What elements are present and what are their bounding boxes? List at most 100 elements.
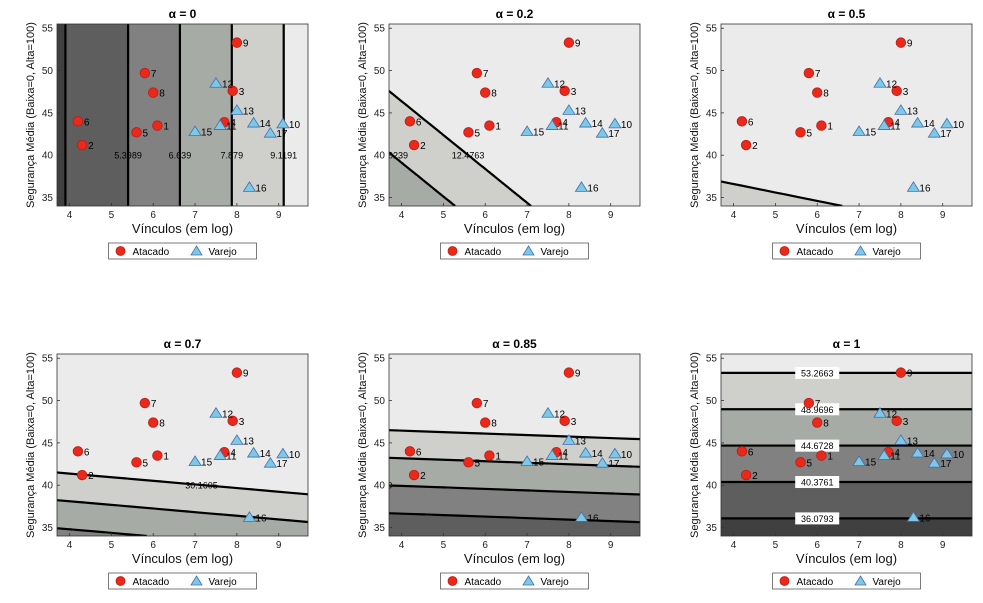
point-label: 10 [621,120,633,131]
point-atacado-6 [72,446,84,457]
point-varejo-11 [213,119,227,130]
plot-area: 28.970231.748134.525937.303840.081712345… [389,354,640,536]
point-label: 6 [416,447,422,458]
plot-area: 15.155916.986418.81412345678910111213141… [721,24,972,206]
y-tick-label: 40 [374,151,386,162]
contour-label: 9.1191 [270,151,297,161]
point-varejo-12 [873,77,887,88]
chart-title: α = 0.85 [492,337,537,351]
x-tick-label: 6 [482,540,488,551]
legend-atacado-marker [779,246,790,256]
point-atacado-9 [563,367,575,378]
point-atacado-6 [736,446,748,457]
point-label: 14 [260,119,272,130]
point-label: 15 [201,458,213,469]
point-varejo-16 [574,511,589,522]
x-tick-label: 4 [399,540,405,551]
point-atacado-1 [816,120,827,131]
point-varejo-16 [906,511,921,522]
point-label: 4 [894,448,900,459]
x-tick-label: 9 [608,540,614,551]
x-tick-label: 6 [150,540,156,551]
point-varejo-15 [520,125,534,136]
point-label: 5 [142,458,148,469]
chart-title: α = 1 [833,337,861,351]
chart-panel-5: 28.970231.748134.525937.303840.081712345… [357,337,641,590]
y-tick-label: 45 [706,438,718,449]
legend-atacado-label: Atacado [797,247,834,258]
point-label: 6 [748,447,754,458]
point-atacado-1 [484,450,495,461]
plot-area: 20.9523.2525.554127.87330.16051234567891… [57,354,308,536]
point-label: 15 [533,458,545,469]
legend-varejo-label: Varejo [209,577,238,588]
y-axis-label: Segurança Média (Baixa=0, Alta=100) [357,22,369,208]
point-label: 5 [806,128,812,139]
point-label: 4 [562,118,568,129]
contour-label: 44.6728 [801,441,834,451]
chart-panel-2: 6.66698.11929.571611.023912.476312345678… [357,7,641,260]
chart-title: α = 0.5 [828,7,866,21]
point-atacado-2 [740,469,752,481]
point-label: 16 [919,183,931,194]
x-tick-label: 7 [524,540,530,551]
y-tick-label: 50 [706,66,718,77]
x-tick-label: 5 [441,540,447,551]
x-tick-label: 8 [566,540,572,551]
point-atacado-2 [76,139,88,151]
point-atacado-5 [463,127,474,138]
x-axis-label: Vínculos (em log) [796,221,897,236]
chart-panel-4: 20.9523.2525.554127.87330.16051234567891… [25,337,309,590]
point-varejo-11 [213,449,227,460]
point-atacado-7 [803,397,815,409]
x-tick-label: 6 [482,210,488,221]
x-axis-label: Vínculos (em log) [464,221,565,236]
x-tick-label: 4 [731,540,737,551]
y-tick-label: 50 [374,66,386,77]
point-varejo-16 [574,181,589,192]
point-label: 7 [815,399,821,410]
legend-varejo-marker [190,575,203,586]
point-atacado-5 [463,457,474,468]
point-label: 8 [491,89,497,100]
point-label: 12 [886,409,898,420]
point-label: 5 [474,128,480,139]
point-atacado-3 [891,415,902,427]
point-label: 1 [495,452,501,463]
y-tick-label: 50 [374,396,386,407]
legend-varejo-label: Varejo [873,247,902,258]
y-tick-label: 55 [42,24,54,35]
y-tick-label: 40 [42,481,54,492]
point-varejo-14 [910,446,925,458]
chart-title: α = 0 [169,7,197,21]
point-atacado-6 [404,116,416,127]
contour-label: 5.3989 [114,151,142,161]
y-tick-label: 35 [374,523,386,534]
point-label: 6 [84,447,90,458]
y-tick-label: 55 [374,354,386,365]
point-label: 7 [815,69,821,80]
legend-varejo-marker [522,245,535,256]
point-atacado-9 [563,37,575,48]
y-tick-label: 45 [374,438,386,449]
point-atacado-3 [559,85,570,97]
point-label: 7 [151,399,157,410]
point-varejo-11 [877,119,891,130]
point-varejo-14 [246,446,261,458]
chart-panel-3: 15.155916.986418.81412345678910111213141… [689,7,973,260]
point-atacado-5 [131,457,142,468]
point-varejo-17 [263,456,278,468]
point-label: 1 [163,122,169,133]
point-label: 11 [890,452,901,463]
x-tick-label: 9 [276,540,282,551]
x-tick-label: 8 [898,540,904,551]
y-tick-label: 50 [42,396,54,407]
y-tick-label: 35 [42,523,54,534]
axes-frame [388,353,641,537]
point-label: 12 [222,79,234,90]
legend-atacado-marker [447,246,458,256]
point-atacado-5 [795,127,806,138]
x-tick-label: 7 [856,540,862,551]
point-label: 15 [865,458,877,469]
point-label: 9 [907,369,913,380]
